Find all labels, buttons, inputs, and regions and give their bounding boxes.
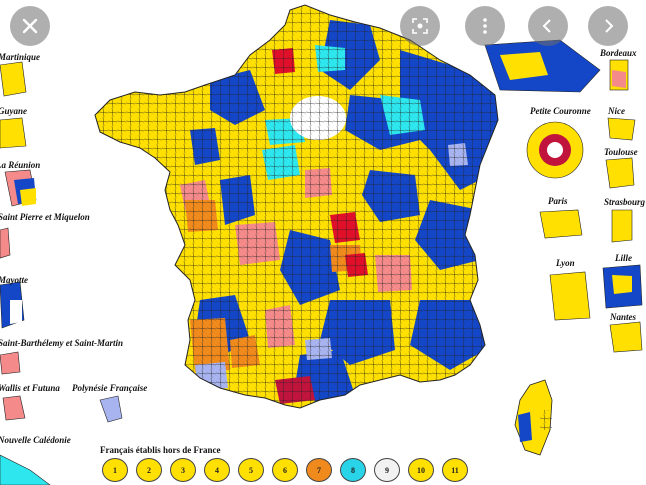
legend-item-6: 6 (272, 458, 298, 482)
label-martinique: Martinique (0, 52, 41, 62)
label-nouvelle-caledonie: Nouvelle Calédonie (0, 435, 71, 445)
label-lyon: Lyon (556, 258, 575, 268)
label-reunion: La Réunion (0, 160, 41, 170)
legend-item-11: 11 (442, 458, 468, 482)
close-button[interactable] (10, 6, 50, 46)
lens-icon (412, 18, 428, 34)
label-lille: Lille (615, 253, 632, 263)
label-petite-couronne: Petite Couronne (530, 106, 591, 116)
previous-button[interactable] (528, 6, 568, 46)
label-polynesie: Polynésie Française (72, 383, 148, 393)
corsica (514, 379, 553, 456)
label-saint-barthelemy-saint-martin: Saint-Barthélemy et Saint-Martin (0, 338, 124, 348)
close-icon (22, 18, 38, 34)
label-saint-pierre-miquelon: Saint Pierre et Miquelon (0, 212, 90, 222)
chevron-left-icon (542, 19, 551, 33)
legend-item-9: 9 (374, 458, 400, 482)
overseas-left (0, 61, 123, 485)
legend-item-3: 3 (170, 458, 196, 482)
label-wallis-futuna: Wallis et Futuna (0, 383, 60, 393)
legend-item-7: 7 (306, 458, 332, 482)
city-insets (484, 39, 643, 353)
label-strasbourg: Strasbourg (604, 197, 646, 207)
legend-item-5: 5 (238, 458, 264, 482)
legend-item-4: 4 (204, 458, 230, 482)
label-bordeaux: Bordeaux (600, 48, 637, 58)
legend-item-8: 8 (340, 458, 366, 482)
lens-button[interactable] (400, 6, 440, 46)
more-button[interactable] (465, 6, 505, 46)
next-button[interactable] (588, 6, 628, 46)
legend-title: Français établis hors de France (100, 445, 221, 455)
legend-item-10: 10 (408, 458, 434, 482)
label-mayotte: Mayotte (0, 275, 28, 285)
label-nantes: Nantes (610, 312, 637, 322)
chevron-right-icon (605, 19, 614, 33)
more-icon (483, 18, 487, 34)
label-nice: Nice (608, 106, 625, 116)
label-paris: Paris (548, 196, 568, 206)
legend-item-2: 2 (136, 458, 162, 482)
legend-item-1: 1 (102, 458, 128, 482)
label-guyane: Guyane (0, 106, 27, 116)
label-toulouse: Toulouse (604, 147, 638, 157)
